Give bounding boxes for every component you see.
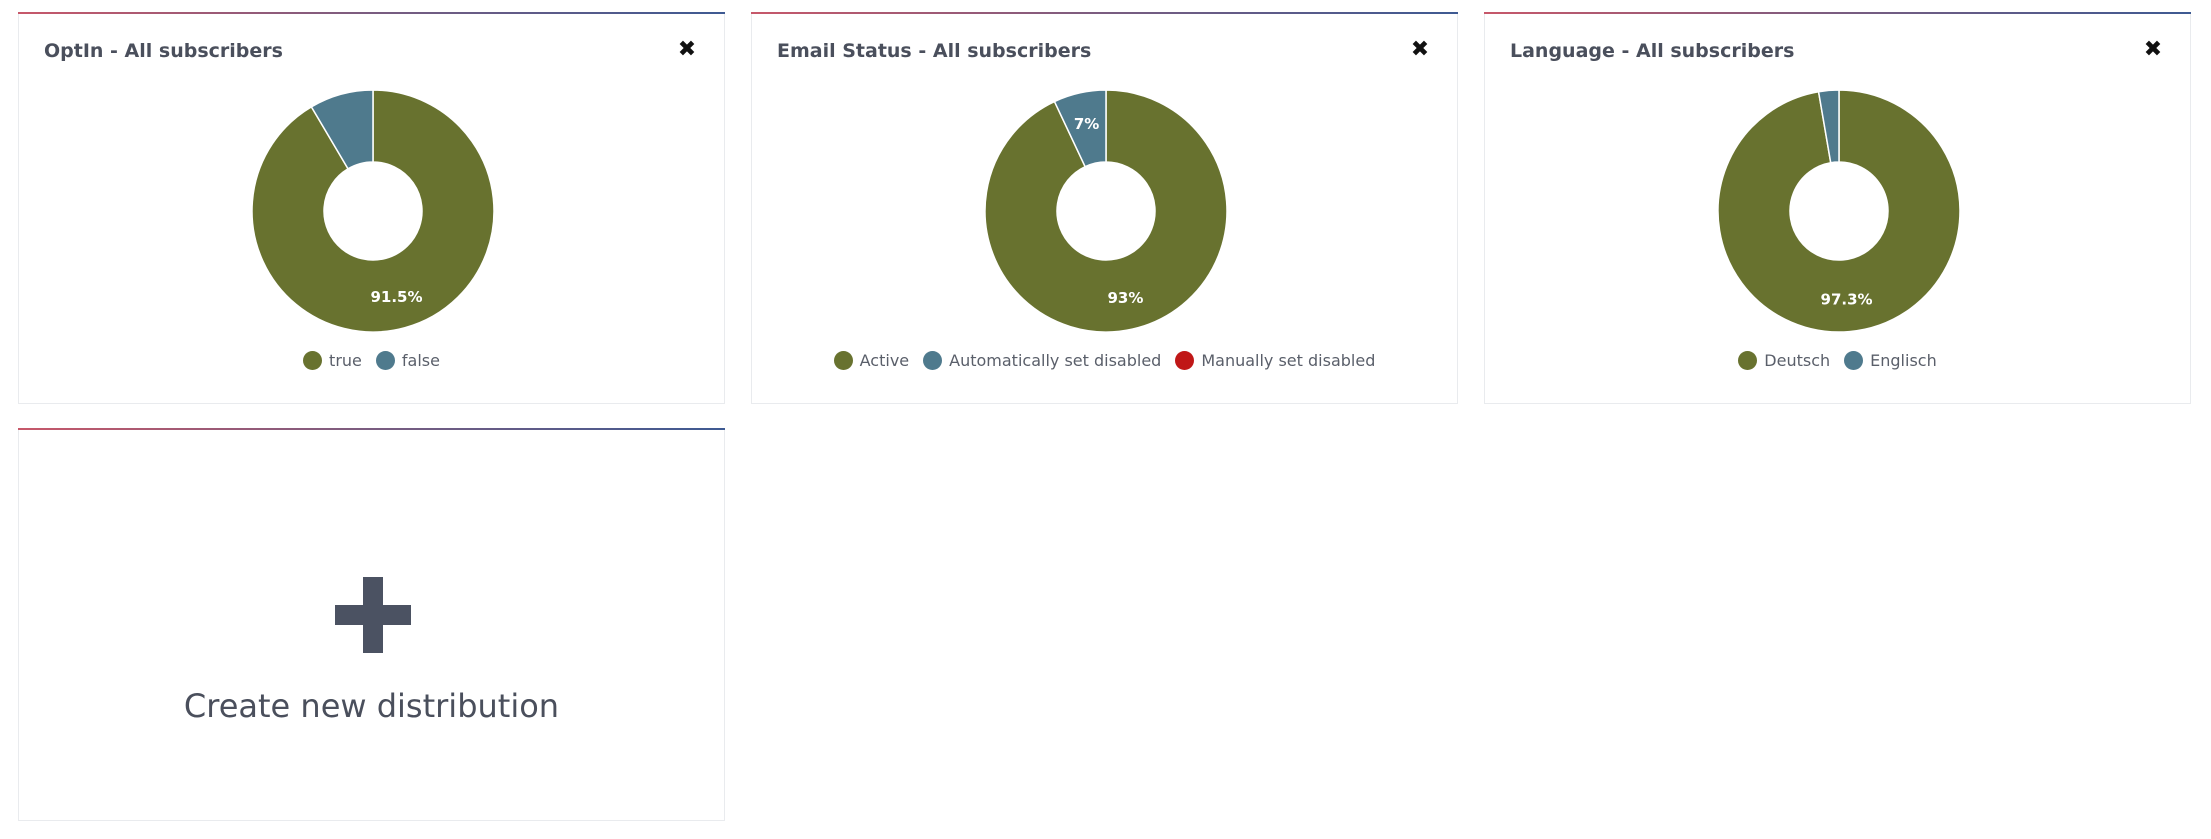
slice-data-label: 7% bbox=[1074, 115, 1099, 133]
create-distribution-label[interactable]: Create new distribution bbox=[183, 687, 560, 725]
chart-legend: Active Automatically set disabled Manually… bbox=[752, 351, 1457, 370]
create-distribution-card[interactable]: Create new distribution bbox=[18, 428, 725, 821]
close-icon[interactable]: ✖ bbox=[677, 37, 697, 62]
legend-item[interactable]: Deutsch bbox=[1738, 351, 1830, 370]
legend-label: true bbox=[329, 351, 362, 370]
close-icon[interactable]: ✖ bbox=[1410, 37, 1430, 62]
legend-label: false bbox=[401, 351, 440, 370]
legend-swatch bbox=[923, 351, 943, 370]
chart-title: Language - All subscribers bbox=[1510, 40, 1795, 62]
close-icon[interactable]: ✖ bbox=[2143, 37, 2163, 62]
chart-card-language: Language - All subscribers ✖ 97.3% Deuts… bbox=[1484, 12, 2191, 404]
legend-item[interactable]: Manually set disabled bbox=[1175, 351, 1375, 370]
pie-slice-englisch[interactable] bbox=[1817, 89, 1840, 164]
pie-slice-active[interactable] bbox=[984, 89, 1228, 333]
pie-slice-false[interactable] bbox=[310, 89, 374, 170]
donut-chart: 91.5% bbox=[251, 89, 495, 333]
chart-card-email-status: Email Status - All subscribers ✖ 93% 7% A… bbox=[751, 12, 1458, 404]
legend-swatch bbox=[1844, 351, 1864, 370]
legend-item[interactable]: Active bbox=[833, 351, 910, 370]
legend-swatch bbox=[833, 351, 853, 370]
donut-chart: 97.3% bbox=[1717, 89, 1961, 333]
legend-label: Automatically set disabled bbox=[949, 351, 1162, 370]
donut-chart: 93% 7% bbox=[984, 89, 1228, 333]
legend-swatch bbox=[1175, 351, 1195, 370]
legend-label: Deutsch bbox=[1764, 351, 1831, 370]
legend-swatch bbox=[375, 351, 395, 370]
pie-slice-deutsch[interactable] bbox=[1717, 89, 1961, 333]
legend-swatch bbox=[303, 351, 323, 370]
chart-legend: Deutsch Englisch bbox=[1485, 351, 2190, 370]
pie-slice-true[interactable] bbox=[251, 89, 495, 333]
legend-item[interactable]: Englisch bbox=[1844, 351, 1937, 370]
legend-item[interactable]: Automatically set disabled bbox=[923, 351, 1161, 370]
legend-item[interactable]: true bbox=[303, 351, 362, 370]
chart-title: OptIn - All subscribers bbox=[44, 40, 283, 62]
slice-data-label: 97.3% bbox=[1821, 291, 1873, 309]
legend-label: Manually set disabled bbox=[1201, 351, 1376, 370]
slice-data-label: 93% bbox=[1107, 289, 1143, 307]
legend-swatch bbox=[1738, 351, 1758, 370]
plus-icon[interactable] bbox=[335, 577, 411, 653]
chart-title: Email Status - All subscribers bbox=[777, 40, 1092, 62]
chart-legend: true false bbox=[19, 351, 724, 370]
legend-label: Active bbox=[859, 351, 910, 370]
pie-slice-automatically-set-disabled[interactable] bbox=[1053, 89, 1107, 168]
legend-label: Englisch bbox=[1870, 351, 1937, 370]
chart-card-optin: OptIn - All subscribers ✖ 91.5% true fals… bbox=[18, 12, 725, 404]
create-distribution-button[interactable]: Create new distribution bbox=[19, 429, 724, 820]
slice-data-label: 91.5% bbox=[370, 288, 422, 306]
legend-item[interactable]: false bbox=[375, 351, 440, 370]
